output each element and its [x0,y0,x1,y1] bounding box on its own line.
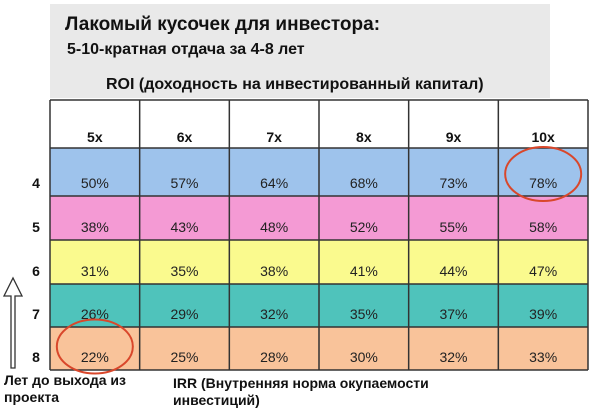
cell-value: 50% [81,175,109,191]
highlight-circle-4-10x [504,146,583,202]
cell-value: 44% [439,263,467,279]
cell-value: 73% [439,175,467,191]
cell-value: 29% [170,306,198,322]
column-header-9x: 9x [446,129,462,145]
cell-value: 58% [529,219,557,235]
row-header-8: 8 [32,349,40,365]
cell-value: 32% [439,349,467,365]
cell-value: 57% [170,175,198,191]
column-header-8x: 8x [356,129,372,145]
cell-value: 26% [81,306,109,322]
cell-value: 28% [260,349,288,365]
cell-value: 43% [170,219,198,235]
chart-subtitle: 5-10-кратная отдача за 4-8 лет [67,41,305,58]
column-header-7x: 7x [266,129,282,145]
years-axis-label: Лет до выхода из проекта [4,372,126,405]
cell-value: 48% [260,219,288,235]
roi-axis-label: ROI (доходность на инвестированный капит… [106,76,484,93]
highlight-circle-8-5x [55,318,134,375]
cell-value: 38% [260,263,288,279]
cell-value: 30% [350,349,378,365]
cell-value: 39% [529,306,557,322]
cell-value: 31% [81,263,109,279]
cell-value: 41% [350,263,378,279]
row-header-4: 4 [32,175,40,191]
row-header-6: 6 [32,263,40,279]
cell-value: 64% [260,175,288,191]
cell-value: 38% [81,219,109,235]
row-header-7: 7 [32,306,40,322]
cell-value: 35% [350,306,378,322]
column-header-10x: 10x [531,129,555,145]
row-header-5: 5 [32,219,40,235]
cell-value: 37% [439,306,467,322]
chart-title: Лакомый кусочек для инвестора: [65,14,381,35]
cell-value: 78% [529,175,557,191]
cell-value: 47% [529,263,557,279]
column-header-6x: 6x [177,129,193,145]
header-band [50,4,550,98]
cell-value: 68% [350,175,378,191]
up-arrow-icon [2,276,24,369]
irr-axis-label: IRR (Внутренняя норма окупаемости инвест… [173,375,429,408]
column-header-5x: 5x [87,129,103,145]
cell-value: 22% [81,349,109,365]
cell-value: 33% [529,349,557,365]
cell-value: 55% [439,219,467,235]
cell-value: 35% [170,263,198,279]
cell-value: 25% [170,349,198,365]
cell-value: 32% [260,306,288,322]
cell-value: 52% [350,219,378,235]
